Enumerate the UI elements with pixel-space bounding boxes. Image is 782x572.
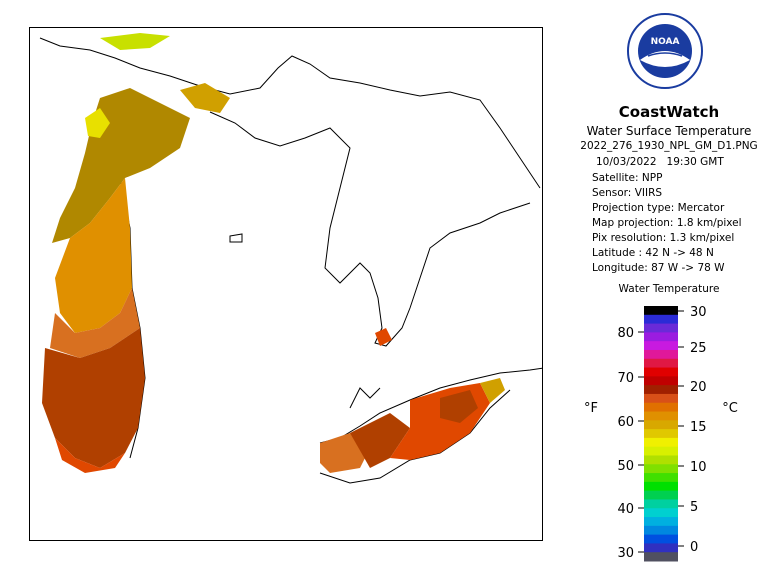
scale-swatch — [644, 341, 678, 351]
file-name: 2022_276_1930_NPL_GM_D1.PNG — [580, 140, 758, 152]
scale-swatch — [644, 402, 678, 413]
scale-swatch — [644, 332, 678, 342]
great-lakes-map — [39, 33, 542, 484]
lake-erie-deep — [440, 390, 478, 423]
metadata-row: Sensor: VIIRS — [592, 187, 662, 199]
scale-swatch — [644, 393, 678, 404]
metadata-value: 87 W -> 78 W — [647, 262, 725, 274]
scale-swatch — [644, 499, 678, 509]
metadata-row: 10/03/2022 19:30 GMT — [596, 156, 724, 168]
metadata-value: 42 N -> 48 N — [642, 247, 714, 259]
metadata-row: Projection type: Mercator — [592, 202, 724, 214]
metadata-label: Longitude: — [592, 262, 648, 274]
scale-swatch — [644, 323, 678, 333]
celsius-unit: °C — [722, 401, 738, 416]
lake-michigan-deep — [42, 328, 145, 468]
product-subtitle: Water Surface Temperature — [586, 124, 752, 138]
info-panel: NOAA CoastWatch Water Surface Temperatur… — [556, 0, 782, 572]
metadata-value: Mercator — [674, 202, 725, 214]
scale-swatch — [644, 543, 678, 553]
coastline-huron — [209, 111, 531, 347]
scale-swatch — [644, 455, 678, 465]
lake-michigan-north — [52, 88, 190, 243]
celsius-tick-label: 5 — [690, 500, 698, 515]
superior-olive — [180, 83, 230, 113]
celsius-tick-label: 15 — [690, 420, 707, 435]
scale-swatch — [644, 437, 678, 448]
coastline-erie — [319, 367, 542, 444]
celsius-tick-label: 30 — [690, 305, 707, 320]
celsius-tick-label: 10 — [690, 460, 707, 475]
fahrenheit-tick-label: 60 — [617, 415, 634, 430]
scale-swatch — [644, 446, 678, 456]
scale-swatch — [644, 552, 678, 562]
metadata-row: Longitude: 87 W -> 78 W — [592, 262, 725, 274]
metadata-row: Pix resolution: 1.3 km/pixel — [592, 232, 734, 244]
celsius-tick-label: 20 — [690, 380, 707, 395]
map-frame — [29, 27, 543, 541]
scale-swatch — [644, 429, 678, 439]
legend-title: Water Temperature — [618, 283, 720, 295]
scale-swatch — [644, 349, 678, 360]
metadata-label: 10/03/2022 — [596, 156, 657, 168]
lake-erie-east — [390, 383, 490, 460]
scale-swatch — [644, 517, 678, 527]
scale-swatch — [644, 420, 678, 430]
logo-text: NOAA — [651, 37, 680, 47]
metadata-row: Satellite: NPP — [592, 172, 662, 184]
scale-swatch — [644, 385, 678, 395]
celsius-tick-label: 0 — [690, 540, 698, 555]
scale-swatch — [644, 473, 678, 483]
metadata-label: Projection type: — [592, 202, 675, 214]
lake-erie-central — [350, 413, 410, 468]
scale-swatch — [644, 490, 678, 500]
scale-swatch — [644, 411, 678, 421]
scale-swatch — [644, 376, 678, 386]
fahrenheit-tick-label: 50 — [617, 459, 634, 474]
lake-erie-sand — [480, 378, 505, 403]
fahrenheit-tick-label: 80 — [617, 326, 634, 341]
scale-swatch — [644, 464, 678, 474]
scale-swatch — [644, 367, 678, 377]
superior-fringe — [100, 33, 170, 50]
metadata-row: Map projection: 1.8 km/pixel — [592, 217, 742, 229]
scale-swatch — [644, 508, 678, 518]
metadata-value: NPP — [638, 172, 663, 184]
metadata-label: Sensor: — [592, 187, 632, 199]
coastline-small-lake — [229, 233, 243, 243]
fahrenheit-tick-label: 40 — [617, 502, 634, 517]
metadata-value: 19:30 GMT — [656, 156, 724, 168]
celsius-tick-label: 25 — [690, 341, 707, 356]
lake-michigan-amber — [55, 178, 132, 333]
coastline-ontario — [349, 387, 381, 409]
coastline-north — [39, 37, 541, 189]
brand-title: CoastWatch — [618, 103, 720, 121]
scale-swatch — [644, 314, 678, 325]
lake-michigan-south — [55, 438, 125, 473]
metadata-label: Pix resolution: — [592, 232, 667, 244]
fahrenheit-unit: °F — [584, 401, 598, 416]
metadata-label: Map projection: — [592, 217, 674, 229]
metadata-label: Satellite: — [592, 172, 639, 184]
metadata-value: 1.3 km/pixel — [666, 232, 735, 244]
metadata-label: Latitude : — [592, 247, 643, 259]
scale-swatch — [644, 481, 678, 492]
green-bay — [85, 108, 110, 138]
metadata-value: 1.8 km/pixel — [673, 217, 742, 229]
saginaw-bay — [375, 328, 392, 346]
scale-swatch — [644, 534, 678, 544]
lake-michigan-orange — [50, 288, 140, 358]
scale-swatch — [644, 525, 678, 536]
fahrenheit-tick-label: 70 — [617, 371, 634, 386]
metadata-value: VIIRS — [631, 187, 663, 199]
scale-swatch — [644, 306, 678, 316]
fahrenheit-tick-label: 30 — [617, 546, 634, 561]
scale-swatch — [644, 358, 678, 369]
metadata-row: Latitude : 42 N -> 48 N — [592, 247, 714, 259]
noaa-logo: NOAA — [627, 13, 703, 89]
